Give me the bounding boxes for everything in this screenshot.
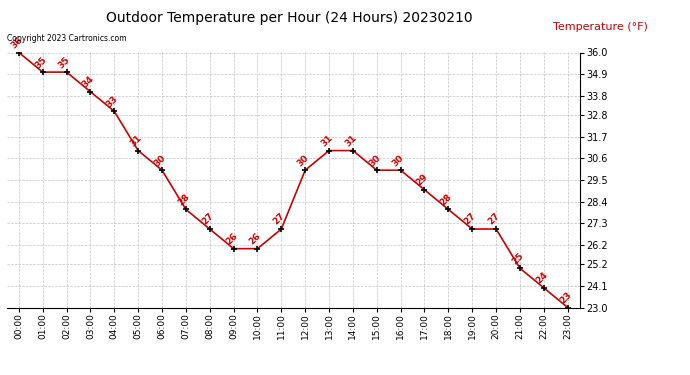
Text: 30: 30 bbox=[391, 153, 406, 168]
Text: 30: 30 bbox=[152, 153, 168, 168]
Text: 31: 31 bbox=[128, 133, 144, 148]
Text: Temperature (°F): Temperature (°F) bbox=[553, 22, 648, 33]
Text: 27: 27 bbox=[200, 211, 215, 227]
Text: 25: 25 bbox=[510, 251, 525, 266]
Text: 26: 26 bbox=[224, 231, 239, 246]
Text: 35: 35 bbox=[57, 55, 72, 70]
Text: 33: 33 bbox=[105, 94, 120, 109]
Text: 27: 27 bbox=[486, 211, 502, 227]
Text: 34: 34 bbox=[81, 74, 96, 90]
Text: Copyright 2023 Cartronics.com: Copyright 2023 Cartronics.com bbox=[7, 34, 126, 43]
Text: 29: 29 bbox=[415, 172, 430, 188]
Text: 35: 35 bbox=[33, 55, 48, 70]
Text: 23: 23 bbox=[558, 290, 573, 305]
Text: 31: 31 bbox=[343, 133, 358, 148]
Text: 30: 30 bbox=[367, 153, 382, 168]
Text: 26: 26 bbox=[248, 231, 263, 246]
Text: 24: 24 bbox=[534, 270, 549, 286]
Text: 28: 28 bbox=[176, 192, 191, 207]
Text: 30: 30 bbox=[295, 153, 310, 168]
Text: 31: 31 bbox=[319, 133, 335, 148]
Text: 28: 28 bbox=[439, 192, 454, 207]
Text: 27: 27 bbox=[272, 211, 287, 227]
Text: 36: 36 bbox=[9, 35, 24, 50]
Text: Outdoor Temperature per Hour (24 Hours) 20230210: Outdoor Temperature per Hour (24 Hours) … bbox=[106, 11, 473, 25]
Text: 27: 27 bbox=[462, 211, 477, 227]
